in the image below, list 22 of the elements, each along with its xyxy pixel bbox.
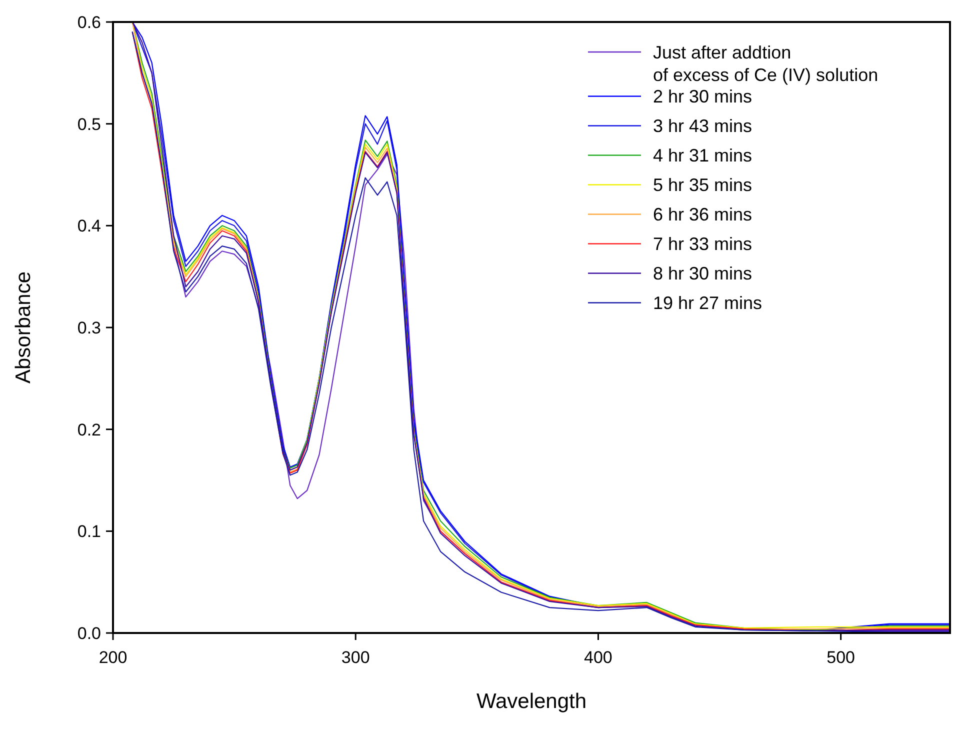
y-tick-label: 0.3 — [77, 318, 101, 338]
legend-label: Just after addtion of excess of Ce (IV) solution — [653, 42, 878, 85]
y-tick-label: 0.6 — [77, 12, 101, 32]
y-axis-title: Absorbance — [12, 271, 35, 384]
y-tick-label: 0.0 — [77, 624, 101, 643]
x-tick-label: 500 — [826, 648, 856, 667]
legend-label: 19 hr 27 mins — [653, 293, 762, 314]
y-tick-label: 0.2 — [77, 420, 101, 440]
y-tick-label: 0.1 — [77, 522, 101, 542]
y-tick-label: 0.4 — [77, 216, 101, 236]
y-tick-label: 0.5 — [77, 114, 101, 134]
legend-label: 3 hr 43 mins — [653, 116, 752, 136]
legend-label: 5 hr 35 mins — [653, 175, 752, 196]
legend-label: 6 hr 36 mins — [653, 204, 752, 225]
x-tick-label: 400 — [584, 648, 612, 667]
legend-label: 8 hr 30 mins — [653, 264, 752, 284]
legend-label: 7 hr 33 mins — [653, 234, 752, 254]
legend-label: 2 hr 30 mins — [653, 86, 752, 107]
x-axis-title: Wavelength — [476, 690, 587, 713]
legend-label: 4 hr 31 mins — [653, 146, 752, 166]
x-tick-label: 300 — [341, 648, 370, 667]
x-tick-label: 200 — [98, 648, 128, 667]
